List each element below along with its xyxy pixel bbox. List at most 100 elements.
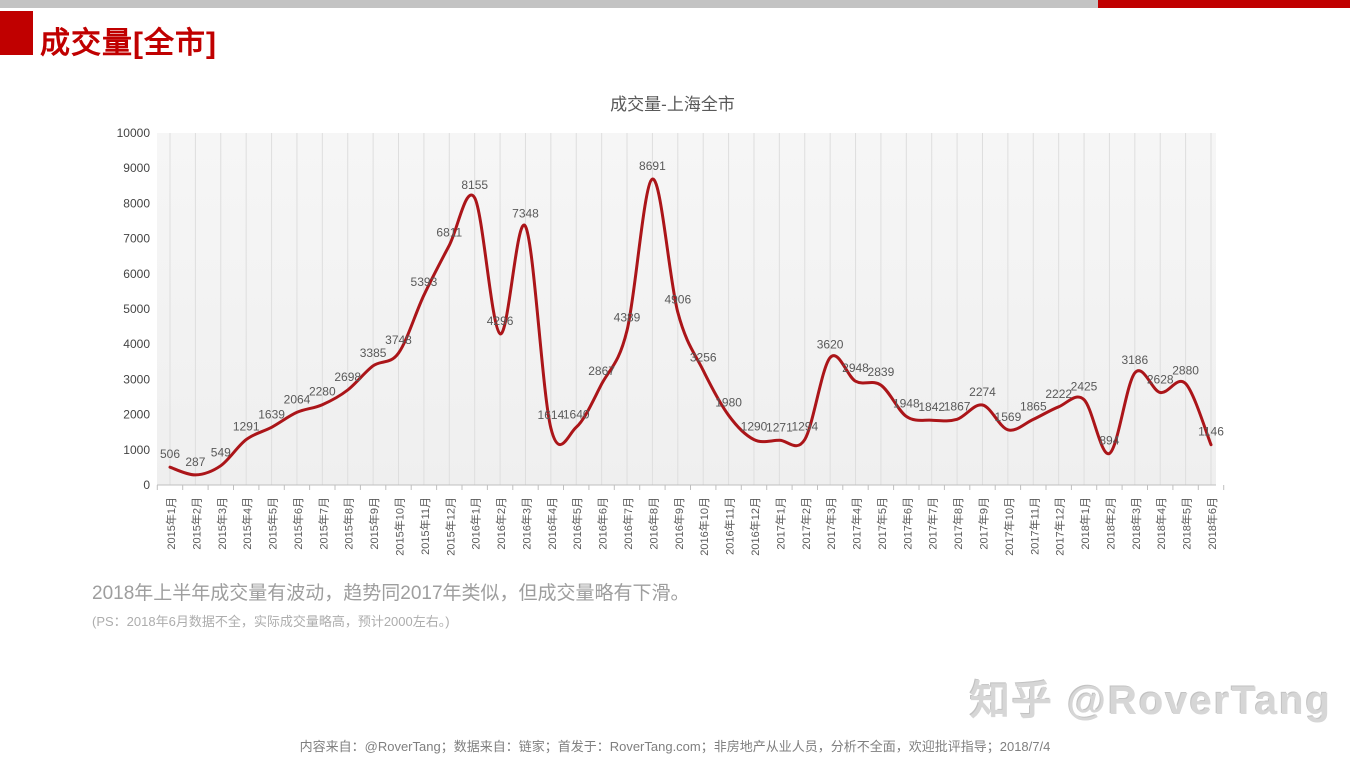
y-axis-label: 8000 (123, 196, 150, 210)
x-axis-label: 2018年4月 (1154, 497, 1168, 550)
data-label: 3385 (360, 346, 387, 360)
y-axis-label: 6000 (123, 267, 150, 281)
data-label: 1842 (918, 400, 945, 414)
title-bullet-square (0, 11, 33, 55)
data-label: 3186 (1121, 353, 1148, 367)
x-axis-label: 2016年9月 (672, 497, 686, 550)
data-label: 2222 (1045, 387, 1072, 401)
data-label: 549 (211, 446, 231, 460)
x-axis-label: 2016年5月 (570, 497, 584, 550)
analysis-note: (PS：2018年6月数据不全，实际成交量略高，预计2000左右。) (92, 614, 450, 629)
x-axis-label: 2015年8月 (342, 497, 356, 550)
x-axis-label: 2018年5月 (1180, 497, 1194, 550)
x-axis-label: 2017年4月 (850, 497, 864, 550)
x-axis-label: 2016年1月 (469, 497, 483, 550)
top-accent-bar (0, 0, 1350, 8)
top-accent-red-segment (1098, 0, 1350, 8)
chart-title: 成交量-上海全市 (610, 95, 735, 114)
data-label: 2880 (1172, 364, 1199, 378)
x-axis-label: 2016年6月 (596, 497, 610, 550)
data-label: 3256 (690, 350, 717, 364)
x-axis-label: 2016年12月 (748, 497, 762, 556)
x-axis-label: 2018年3月 (1129, 497, 1143, 550)
x-axis-label: 2018年1月 (1078, 497, 1092, 550)
x-axis-label: 2017年10月 (1002, 497, 1016, 556)
data-label: 6811 (436, 225, 462, 239)
data-label: 8691 (639, 159, 666, 173)
x-axis-label: 2015年3月 (215, 497, 229, 550)
analysis-caption: 2018年上半年成交量有波动，趋势同2017年类似，但成交量略有下滑。 (92, 583, 690, 604)
data-label: 1948 (893, 396, 920, 410)
x-axis-label: 2016年11月 (723, 497, 737, 555)
data-label: 1291 (233, 420, 260, 434)
data-label: 287 (185, 455, 205, 469)
x-axis-label: 2016年7月 (621, 497, 635, 550)
x-axis-label: 2017年7月 (926, 497, 940, 550)
y-axis-label: 3000 (123, 372, 150, 386)
data-label: 1290 (741, 420, 768, 434)
x-axis-label: 2017年12月 (1053, 497, 1067, 556)
x-axis-label: 2015年12月 (443, 497, 457, 556)
data-label: 1639 (258, 407, 285, 421)
data-label: 1569 (995, 410, 1022, 424)
x-axis-label: 2017年11月 (1027, 497, 1041, 555)
data-label: 1640 (563, 407, 590, 421)
x-axis-label: 2015年2月 (189, 497, 203, 550)
data-label: 2064 (284, 392, 311, 406)
data-label: 1294 (791, 420, 818, 434)
y-axis-label: 4000 (123, 337, 150, 351)
x-axis-label: 2017年1月 (773, 497, 787, 550)
data-label: 1867 (944, 399, 971, 413)
data-label: 1146 (1198, 425, 1224, 439)
data-label: 2867 (588, 364, 615, 378)
data-label: 3620 (817, 338, 844, 352)
x-axis-label: 2015年11月 (418, 497, 432, 555)
x-axis-label: 2017年2月 (799, 497, 813, 550)
data-label: 4906 (664, 292, 691, 306)
footer-credits: 内容来自：@RoverTang；数据来自：链家；首发于：RoverTang.co… (299, 739, 1051, 754)
x-axis-label: 2017年5月 (875, 497, 889, 550)
data-label: 2839 (868, 365, 895, 379)
x-axis-label: 2017年9月 (977, 497, 991, 550)
y-axis-label: 1000 (123, 443, 150, 457)
data-label: 5393 (411, 275, 438, 289)
x-axis-label: 2015年10月 (393, 497, 407, 556)
data-label: 894 (1099, 434, 1119, 448)
data-label: 2280 (309, 385, 336, 399)
x-axis-label: 2017年3月 (824, 497, 838, 550)
slide-title: 成交量[全市] (40, 27, 217, 60)
x-axis-label: 2017年6月 (900, 497, 914, 550)
y-axis-label: 10000 (117, 126, 151, 140)
data-label: 506 (160, 447, 180, 461)
data-label: 1614 (538, 408, 565, 422)
x-axis-label: 2015年7月 (316, 497, 330, 550)
data-label: 2698 (334, 370, 361, 384)
x-axis-label: 2015年5月 (266, 497, 280, 550)
zhihu-watermark: 知乎 @RoverTang (969, 679, 1332, 723)
x-axis-label: 2016年10月 (697, 497, 711, 556)
data-label: 7348 (512, 206, 539, 220)
x-axis-label: 2018年6月 (1205, 497, 1219, 550)
x-axis-label: 2015年4月 (240, 497, 254, 550)
y-axis-label: 2000 (123, 408, 150, 422)
x-axis-label: 2015年6月 (291, 497, 305, 550)
plot-area (157, 133, 1216, 485)
y-axis-label: 7000 (123, 232, 150, 246)
volume-line-chart: 成交量-上海全市 0 1000 2000 3000 4000 5000 6000 7000 800… (117, 95, 1225, 556)
data-label: 1980 (715, 395, 742, 409)
data-label: 2274 (969, 385, 996, 399)
data-label: 4389 (614, 311, 641, 325)
data-label: 2425 (1071, 380, 1098, 394)
y-axis-label: 9000 (123, 161, 150, 175)
x-axis-label: 2018年2月 (1103, 497, 1117, 550)
top-accent-gray-segment (0, 0, 1098, 8)
x-axis-label: 2017年8月 (951, 497, 965, 550)
data-label: 2628 (1147, 373, 1174, 387)
data-label: 3748 (385, 333, 412, 347)
x-axis-label: 2016年4月 (545, 497, 559, 550)
data-label: 4296 (487, 314, 514, 328)
y-axis-label: 5000 (123, 302, 150, 316)
y-axis-label: 0 (143, 478, 150, 492)
series-line (168, 177, 1213, 477)
